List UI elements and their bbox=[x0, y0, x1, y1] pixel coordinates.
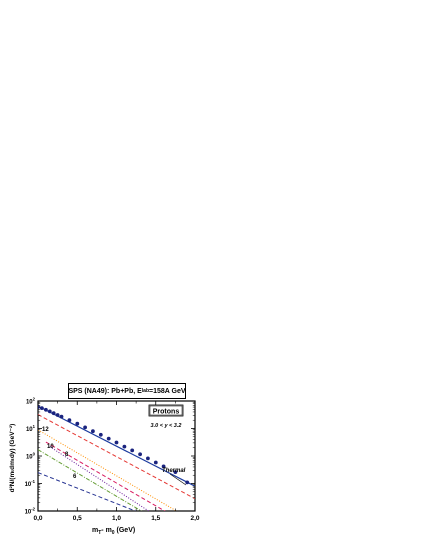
series-line-curve-1 bbox=[38, 414, 195, 500]
curve-label-12: 12 bbox=[42, 427, 49, 433]
data-point bbox=[67, 418, 72, 423]
y-tick-label: 10-2 bbox=[25, 507, 36, 516]
chart-title-main: SPS (NA49): Pb+Pb, E bbox=[68, 387, 142, 395]
series-line-curve_6 bbox=[38, 472, 137, 511]
data-point bbox=[106, 436, 111, 441]
y-tick-exponent: 1 bbox=[33, 424, 36, 429]
legend-box: Protons bbox=[148, 404, 184, 417]
series-line-thermal bbox=[38, 405, 195, 487]
y-tick-base: 10 bbox=[25, 482, 32, 488]
curve-label-6: 6 bbox=[73, 474, 77, 480]
data-point bbox=[185, 480, 190, 485]
rapidity-annotation: 3.0 < y < 3.2 bbox=[151, 423, 182, 429]
curve-label-10: 10 bbox=[47, 444, 54, 450]
series-line-curve_8 bbox=[49, 446, 150, 511]
data-point bbox=[83, 425, 87, 430]
y-tick-label: 101 bbox=[26, 424, 36, 433]
chart-title-tail: =158A GeV bbox=[149, 387, 186, 395]
data-point bbox=[44, 407, 48, 412]
data-point bbox=[130, 448, 135, 453]
data-point bbox=[59, 414, 64, 419]
y-tick-base: 10 bbox=[26, 455, 33, 461]
y-tick-base: 10 bbox=[26, 400, 33, 406]
thermal-pointer bbox=[169, 473, 187, 486]
data-point bbox=[98, 432, 103, 437]
x-tick-label: 1,5 bbox=[151, 515, 160, 522]
data-point bbox=[153, 460, 158, 465]
curve-label-8: 8 bbox=[65, 452, 69, 458]
plot-content bbox=[38, 405, 195, 511]
y-axis-label: d²N/(mₜdmₜdy) (GeV⁻²) bbox=[9, 424, 16, 493]
data-point bbox=[138, 452, 143, 457]
y-tick-exponent: 0 bbox=[33, 452, 36, 457]
x-axis-label-sub2: 0 bbox=[112, 530, 115, 536]
chart-title-sub: lab bbox=[141, 388, 150, 394]
series-line-curve_12 bbox=[38, 429, 178, 511]
legend-label: Protons bbox=[153, 409, 180, 416]
series-line-curve-5 bbox=[38, 449, 143, 511]
y-tick-exponent: -1 bbox=[31, 479, 35, 484]
data-point bbox=[75, 421, 80, 426]
data-point bbox=[40, 406, 44, 410]
series-line-curve_10 bbox=[45, 441, 166, 511]
x-axis-label-sub1: T bbox=[98, 530, 101, 536]
x-axis-label-main: m bbox=[92, 527, 98, 534]
thermal-label: Thermal bbox=[162, 468, 186, 474]
y-tick-base: 10 bbox=[25, 510, 32, 516]
y-tick-exponent: -2 bbox=[31, 507, 35, 512]
data-point bbox=[55, 413, 60, 417]
x-tick-label: 2,0 bbox=[190, 515, 199, 522]
data-point bbox=[51, 411, 56, 416]
data-point bbox=[161, 464, 166, 469]
x-axis-label-tail: (GeV) bbox=[115, 527, 136, 534]
x-tick-label: 0,5 bbox=[73, 515, 82, 522]
data-point bbox=[91, 429, 95, 434]
y-tick-exponent: 2 bbox=[33, 397, 36, 402]
data-point bbox=[173, 470, 178, 474]
data-point bbox=[47, 409, 52, 414]
svg-text:mT- m0 (GeV): mT- m0 (GeV) bbox=[92, 527, 135, 536]
data-point bbox=[146, 456, 150, 461]
data-point bbox=[122, 444, 127, 449]
data-point bbox=[114, 440, 119, 445]
y-tick-label: 102 bbox=[26, 397, 36, 406]
x-tick-label: 1,0 bbox=[112, 515, 121, 522]
y-tick-label: 100 bbox=[26, 452, 36, 461]
x-axis-label: mT- m0 (GeV) bbox=[92, 527, 135, 536]
y-tick-base: 10 bbox=[26, 427, 33, 433]
x-axis-label-mid: - m bbox=[101, 527, 112, 534]
x-tick-label: 0,0 bbox=[33, 515, 42, 522]
y-tick-label: 10-1 bbox=[25, 479, 36, 488]
